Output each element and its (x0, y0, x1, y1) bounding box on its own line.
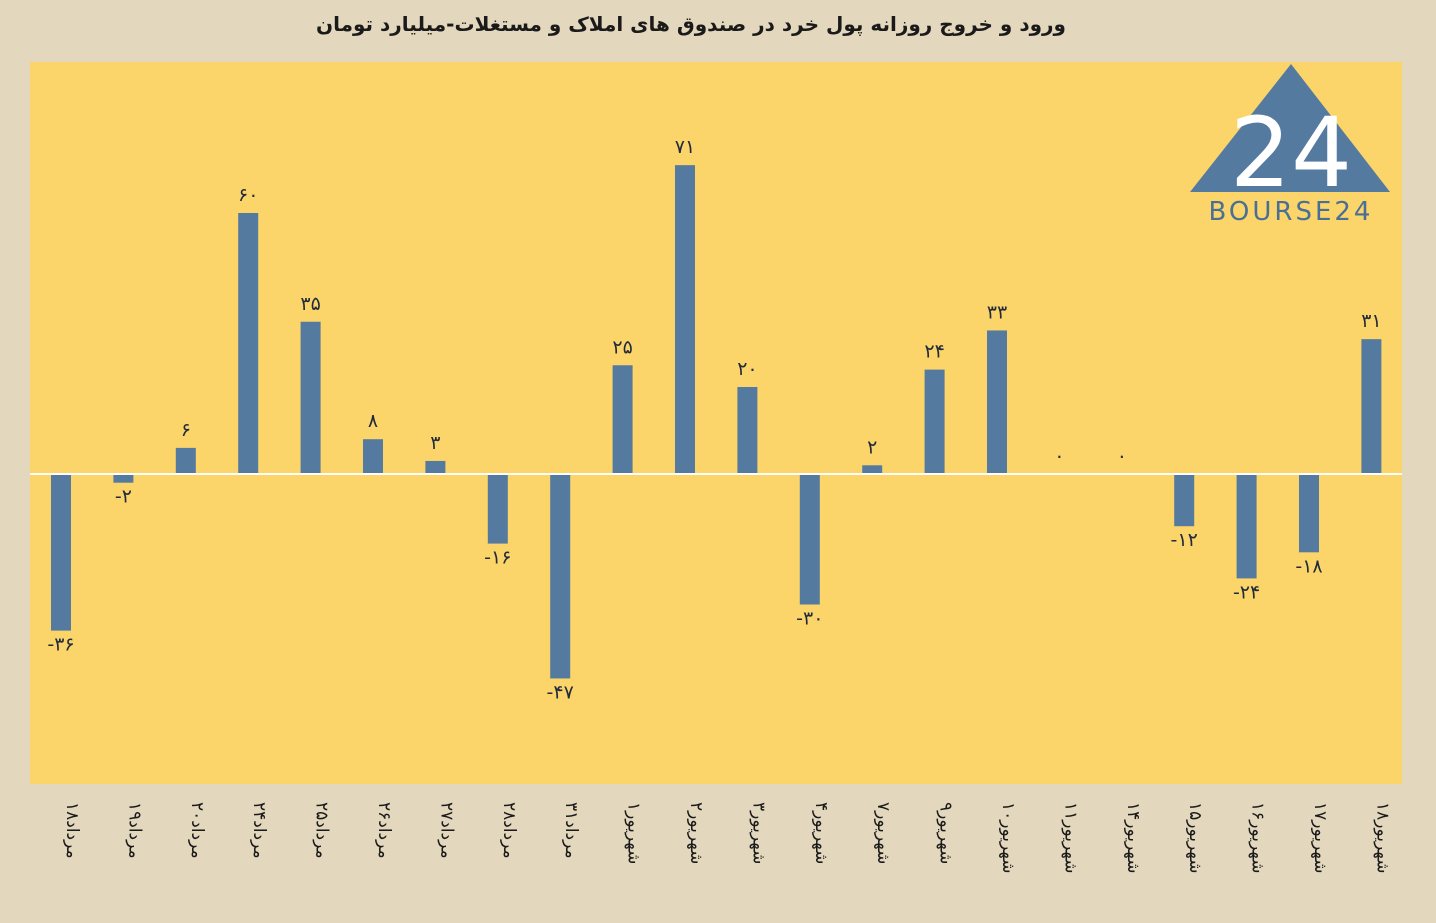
bar (987, 330, 1007, 474)
x-tick-label: ۲۶مرداد (374, 802, 394, 859)
plot-area (30, 62, 1402, 784)
bar (1361, 339, 1382, 474)
data-label: ۳۳ (987, 301, 1007, 323)
bourse24-logo: 24 (1190, 64, 1390, 209)
data-label: ۳ (430, 432, 440, 454)
x-tick-label: ۱شهریور (624, 802, 644, 864)
x-tick-label: ۱۸مرداد (62, 802, 82, 859)
data-label: -۳۶ (47, 634, 74, 656)
x-tick-label: ۱۶شهریور (1248, 802, 1268, 873)
x-tick-label: ۱۵شهریور (1185, 802, 1205, 873)
bar (113, 474, 134, 483)
x-tick-label: ۱۰شهریور (998, 802, 1018, 873)
x-tick-label: ۱۴شهریور (1123, 802, 1143, 873)
bar (862, 465, 883, 474)
data-label: ۸ (368, 410, 378, 432)
x-tick-label: ۳۱مرداد (561, 802, 581, 859)
data-label: -۱۲ (1171, 529, 1198, 551)
bar (924, 369, 945, 474)
chart-title: ورود و خروج روزانه پول خرد در صندوق های … (316, 12, 1066, 36)
bar (737, 387, 758, 474)
data-label: ۲۴ (924, 341, 944, 363)
x-tick-label: ۲۰مرداد (187, 802, 207, 859)
data-label: ۶۰ (238, 184, 258, 206)
bar (675, 165, 695, 474)
data-label: ۲۰ (737, 358, 757, 380)
x-tick-label: ۱۷شهریور (1310, 802, 1330, 873)
data-label: ۳۵ (300, 293, 320, 315)
x-tick-label: ۲۵مرداد (312, 802, 332, 859)
bar (425, 460, 446, 474)
bar (1299, 474, 1319, 553)
data-label: ۰ (1117, 445, 1127, 467)
data-label: ۳۱ (1361, 310, 1381, 332)
x-tick-label: ۲۷مرداد (436, 802, 456, 859)
x-tick-label: ۱۸شهریور (1372, 802, 1392, 873)
data-label: ۲ (867, 436, 877, 458)
bar (363, 439, 383, 474)
data-label: -۳۰ (796, 608, 823, 630)
data-label: -۱۶ (484, 547, 511, 569)
bar (300, 321, 321, 474)
bar (1174, 474, 1195, 527)
x-tick-label: ۲۴مرداد (249, 802, 269, 859)
x-tick-label: ۴شهریور (811, 802, 831, 864)
x-tick-label: ۹شهریور (936, 802, 956, 864)
data-label: ۷۱ (675, 136, 695, 158)
bar (51, 474, 71, 631)
bar (799, 474, 820, 605)
x-tick-label: ۷شهریور (873, 802, 893, 864)
x-tick-label: ۱۹مرداد (124, 802, 144, 859)
data-label: -۲۴ (1233, 581, 1260, 603)
data-label: -۱۸ (1295, 555, 1322, 577)
bar (550, 474, 571, 679)
bar (238, 213, 259, 474)
bar (612, 365, 633, 474)
data-label: ۶ (181, 419, 191, 441)
bar (1236, 474, 1257, 579)
data-label: -۴۷ (547, 681, 574, 703)
data-label: -۲ (115, 486, 132, 508)
data-label: ۲۵ (612, 336, 632, 358)
logo-wordmark: BOURSE24 (1208, 197, 1374, 227)
x-tick-label: ۱۱شهریور (1060, 802, 1080, 873)
logo-mark: 24 (1230, 97, 1352, 209)
bar (175, 447, 196, 474)
x-tick-label: ۲شهریور (686, 802, 706, 864)
data-label: ۰ (1054, 445, 1064, 467)
x-tick-label: ۲۸مرداد (499, 802, 519, 859)
bar (487, 474, 508, 544)
x-tick-label: ۳شهریور (748, 802, 768, 864)
